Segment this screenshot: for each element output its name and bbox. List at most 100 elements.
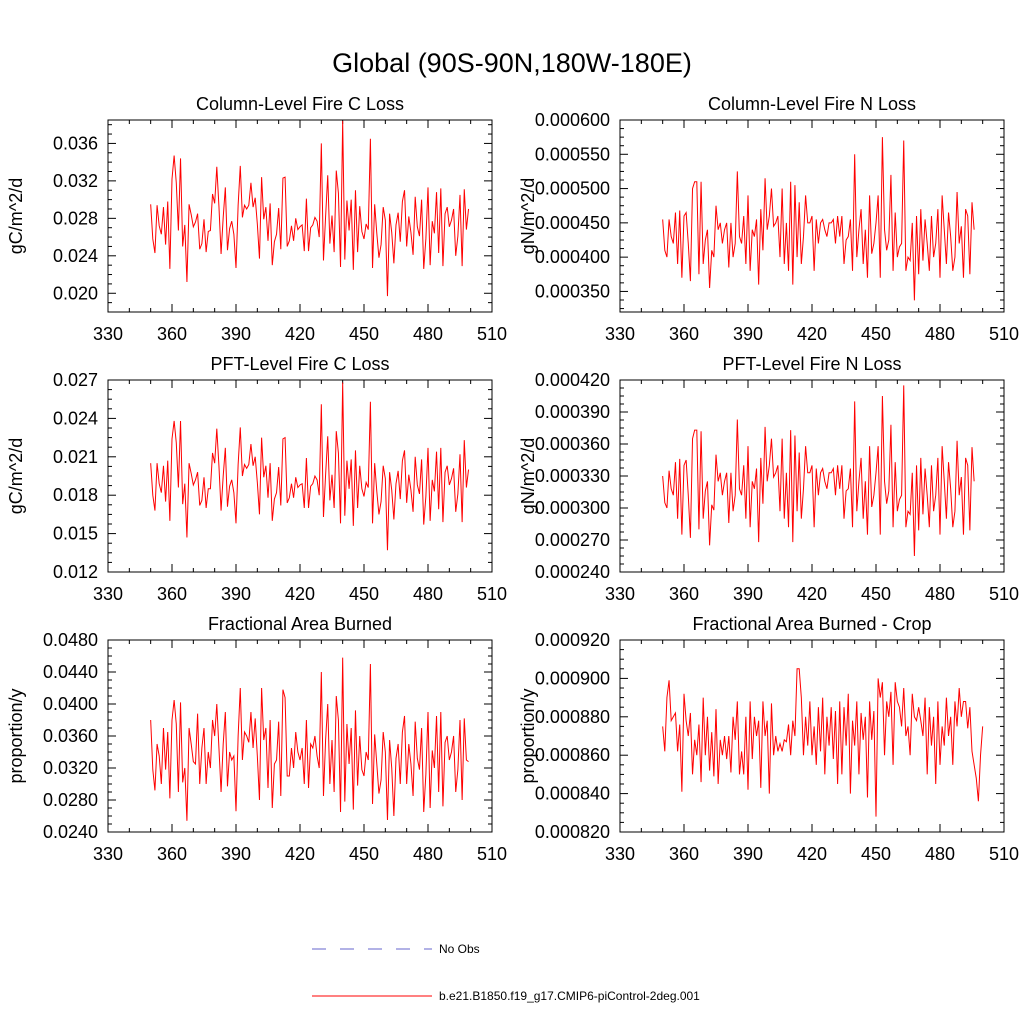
plot-frame (107, 379, 493, 573)
plot-frame (619, 639, 1005, 833)
y-tick-label: 0.024 (53, 408, 98, 428)
y-tick-label: 0.0360 (43, 726, 98, 746)
x-tick-label: 420 (285, 584, 315, 604)
x-tick-label: 450 (861, 844, 891, 864)
x-tick-label: 330 (93, 584, 123, 604)
y-tick-label: 0.000240 (535, 562, 610, 582)
y-tick-label: 0.024 (53, 246, 98, 266)
x-tick-label: 510 (989, 324, 1019, 344)
y-tick-label: 0.0400 (43, 694, 98, 714)
y-tick-label: 0.018 (53, 485, 98, 505)
y-tick-label: 0.000920 (535, 630, 610, 650)
plot-frame (107, 119, 493, 313)
y-tick-label: 0.0320 (43, 758, 98, 778)
y-tick-label: 0.0280 (43, 790, 98, 810)
y-tick-label: 0.0480 (43, 630, 98, 650)
x-tick-label: 420 (285, 844, 315, 864)
chart-title: PFT-Level Fire N Loss (722, 354, 901, 374)
series-line (150, 382, 470, 551)
x-tick-label: 450 (349, 844, 379, 864)
y-tick-label: 0.000860 (535, 745, 610, 765)
y-tick-label: 0.0240 (43, 822, 98, 842)
y-tick-label: 0.000550 (535, 144, 610, 164)
chart-panel-3: PFT-Level Fire C Loss gC/m^2/d 330 360 390 42… (6, 354, 507, 604)
legend-obs-label: No Obs (439, 942, 480, 956)
y-tick-label: 0.000900 (535, 668, 610, 688)
x-tick-label: 360 (157, 844, 187, 864)
x-tick-label: 420 (797, 324, 827, 344)
y-axis-label: proportion/y (6, 688, 26, 783)
x-tick-label: 330 (605, 324, 635, 344)
chart-panel-5: Fractional Area Burned proportion/y 330 360… (6, 614, 507, 864)
y-tick-label: 0.000330 (535, 466, 610, 486)
y-tick-label: 0.000400 (535, 247, 610, 267)
y-tick-label: 0.012 (53, 562, 98, 582)
y-tick-label: 0.000300 (535, 498, 610, 518)
panels: Column-Level Fire C Loss gC/m^2/d 330 360 39… (6, 94, 1019, 864)
y-tick-label: 0.015 (53, 524, 98, 544)
x-tick-label: 390 (221, 324, 251, 344)
x-tick-label: 420 (797, 584, 827, 604)
y-tick-label: 0.000450 (535, 213, 610, 233)
y-axis-label: proportion/y (518, 688, 538, 783)
series-line (662, 668, 984, 817)
y-tick-label: 0.032 (53, 171, 98, 191)
x-tick-label: 510 (477, 584, 507, 604)
chart-panel-4: PFT-Level Fire N Loss gN/m^2/d 330 360 390 42… (518, 354, 1019, 604)
x-tick-label: 420 (285, 324, 315, 344)
x-tick-label: 510 (989, 584, 1019, 604)
y-axis-label: gC/m^2/d (6, 178, 26, 254)
y-axis-label: gN/m^2/d (518, 178, 538, 254)
x-tick-label: 510 (477, 324, 507, 344)
y-tick-label: 0.000390 (535, 402, 610, 422)
y-tick-label: 0.000820 (535, 822, 610, 842)
y-tick-label: 0.000420 (535, 370, 610, 390)
chart-title: Fractional Area Burned (208, 614, 392, 634)
y-tick-label: 0.021 (53, 447, 98, 467)
y-tick-label: 0.000350 (535, 281, 610, 301)
y-tick-label: 0.000500 (535, 179, 610, 199)
y-tick-label: 0.000270 (535, 530, 610, 550)
y-tick-label: 0.036 (53, 133, 98, 153)
x-tick-label: 480 (925, 584, 955, 604)
chart-title: Fractional Area Burned - Crop (692, 614, 931, 634)
x-tick-label: 450 (349, 324, 379, 344)
x-tick-label: 390 (221, 584, 251, 604)
y-tick-label: 0.020 (53, 283, 98, 303)
x-tick-label: 480 (413, 844, 443, 864)
y-tick-label: 0.028 (53, 208, 98, 228)
x-tick-label: 480 (413, 324, 443, 344)
chart-panel-2: Column-Level Fire N Loss gN/m^2/d 330 360 39… (518, 94, 1019, 344)
chart-panel-1: Column-Level Fire C Loss gC/m^2/d 330 360 39… (6, 94, 507, 344)
y-tick-label: 0.000600 (535, 110, 610, 130)
chart-title: PFT-Level Fire C Loss (210, 354, 389, 374)
x-tick-label: 480 (413, 584, 443, 604)
legend-model-label: b.e21.B1850.f19_g17.CMIP6-piControl-2deg… (439, 989, 700, 1003)
y-axis-label: gN/m^2/d (518, 438, 538, 514)
legend: No Obs b.e21.B1850.f19_g17.CMIP6-piContr… (312, 942, 700, 1003)
y-tick-label: 0.000360 (535, 434, 610, 454)
y-tick-label: 0.000880 (535, 707, 610, 727)
x-tick-label: 360 (157, 324, 187, 344)
x-tick-label: 330 (605, 844, 635, 864)
x-tick-label: 390 (733, 844, 763, 864)
y-axis-label: gC/m^2/d (6, 438, 26, 514)
chart-title: Column-Level Fire N Loss (708, 94, 916, 114)
x-tick-label: 330 (93, 844, 123, 864)
x-tick-label: 360 (669, 324, 699, 344)
x-tick-label: 480 (925, 324, 955, 344)
y-tick-label: 0.027 (53, 370, 98, 390)
plot-frame (107, 639, 493, 833)
x-tick-label: 510 (477, 844, 507, 864)
x-tick-label: 360 (157, 584, 187, 604)
figure-title: Global (90S-90N,180W-180E) (332, 48, 692, 78)
x-tick-label: 450 (861, 584, 891, 604)
y-tick-label: 0.0440 (43, 662, 98, 682)
y-tick-label: 0.000840 (535, 784, 610, 804)
x-tick-label: 480 (925, 844, 955, 864)
x-tick-label: 390 (221, 844, 251, 864)
x-tick-label: 390 (733, 324, 763, 344)
series-line (662, 385, 975, 557)
chart-panel-6: Fractional Area Burned - Crop proportion/… (518, 614, 1019, 864)
